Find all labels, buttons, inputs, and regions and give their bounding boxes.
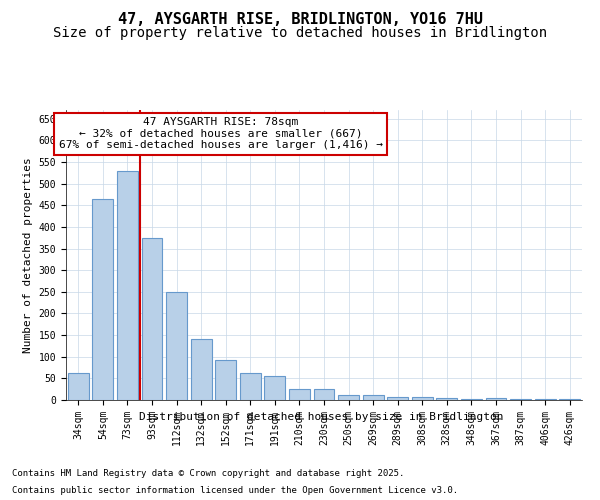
Text: Distribution of detached houses by size in Bridlington: Distribution of detached houses by size …: [139, 412, 503, 422]
Bar: [436, 398, 457, 400]
Bar: [117, 170, 138, 400]
Text: Size of property relative to detached houses in Bridlington: Size of property relative to detached ho…: [53, 26, 547, 40]
Bar: [412, 396, 433, 400]
Bar: [485, 398, 506, 400]
Bar: [362, 395, 383, 400]
Bar: [68, 373, 89, 400]
Bar: [166, 292, 187, 400]
Bar: [387, 398, 408, 400]
Bar: [92, 198, 113, 400]
Text: Contains HM Land Registry data © Crown copyright and database right 2025.: Contains HM Land Registry data © Crown c…: [12, 468, 404, 477]
Bar: [559, 399, 580, 400]
Bar: [314, 388, 334, 400]
Bar: [265, 376, 286, 400]
Bar: [215, 360, 236, 400]
Bar: [510, 398, 531, 400]
Text: 47 AYSGARTH RISE: 78sqm
← 32% of detached houses are smaller (667)
67% of semi-d: 47 AYSGARTH RISE: 78sqm ← 32% of detache…: [59, 117, 383, 150]
Bar: [191, 340, 212, 400]
Text: Contains public sector information licensed under the Open Government Licence v3: Contains public sector information licen…: [12, 486, 458, 495]
Bar: [289, 388, 310, 400]
Bar: [461, 398, 482, 400]
Y-axis label: Number of detached properties: Number of detached properties: [23, 157, 33, 353]
Bar: [338, 395, 359, 400]
Bar: [142, 238, 163, 400]
Text: 47, AYSGARTH RISE, BRIDLINGTON, YO16 7HU: 47, AYSGARTH RISE, BRIDLINGTON, YO16 7HU: [118, 12, 482, 28]
Bar: [535, 398, 556, 400]
Bar: [240, 373, 261, 400]
